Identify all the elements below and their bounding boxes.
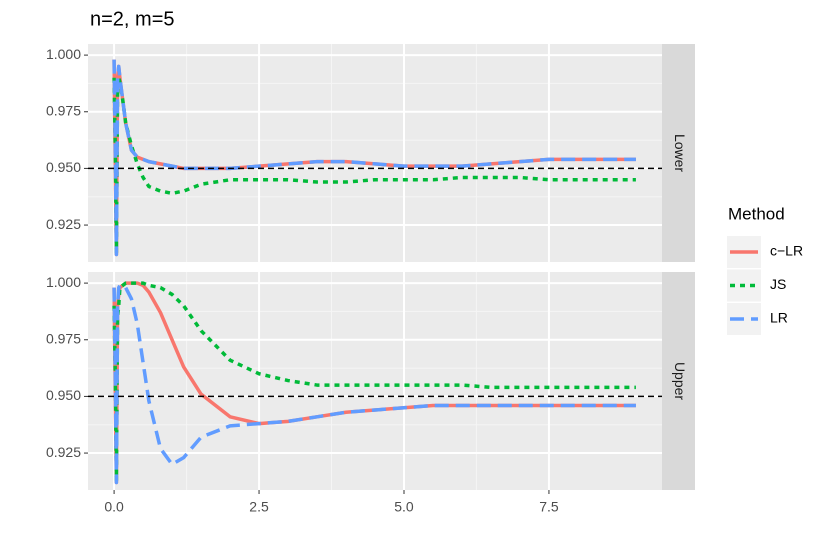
legend-label: JS bbox=[770, 276, 786, 292]
y-tick-label: 0.950 bbox=[46, 387, 81, 403]
facet-strip bbox=[662, 44, 695, 262]
panel-lines bbox=[112, 281, 636, 485]
y-tick-label: 0.925 bbox=[46, 216, 81, 232]
panel-background bbox=[88, 44, 662, 262]
y-tick-label: 0.925 bbox=[46, 444, 81, 460]
panel-background bbox=[88, 272, 662, 490]
facet-label: Lower bbox=[672, 134, 688, 172]
y-tick-label: 0.950 bbox=[46, 159, 81, 175]
legend-title: Method bbox=[728, 204, 785, 223]
x-tick-label: 2.5 bbox=[249, 499, 269, 515]
x-tick-label: 7.5 bbox=[539, 499, 559, 515]
series-line bbox=[112, 59, 636, 257]
chart-title: n=2, m=5 bbox=[90, 8, 175, 30]
x-tick-label: 0.0 bbox=[104, 499, 124, 515]
x-tick-label: 5.0 bbox=[394, 499, 414, 515]
legend-label: c−LR bbox=[770, 243, 803, 259]
facet-label: Upper bbox=[672, 362, 688, 400]
facet-strip bbox=[662, 272, 695, 490]
y-tick-label: 1.000 bbox=[46, 274, 81, 290]
series-line bbox=[112, 281, 636, 483]
y-tick-label: 0.975 bbox=[46, 330, 81, 346]
series-line bbox=[112, 76, 636, 255]
legend-label: LR bbox=[770, 310, 788, 326]
y-tick-label: 0.975 bbox=[46, 102, 81, 118]
y-tick-label: 1.000 bbox=[46, 46, 81, 62]
